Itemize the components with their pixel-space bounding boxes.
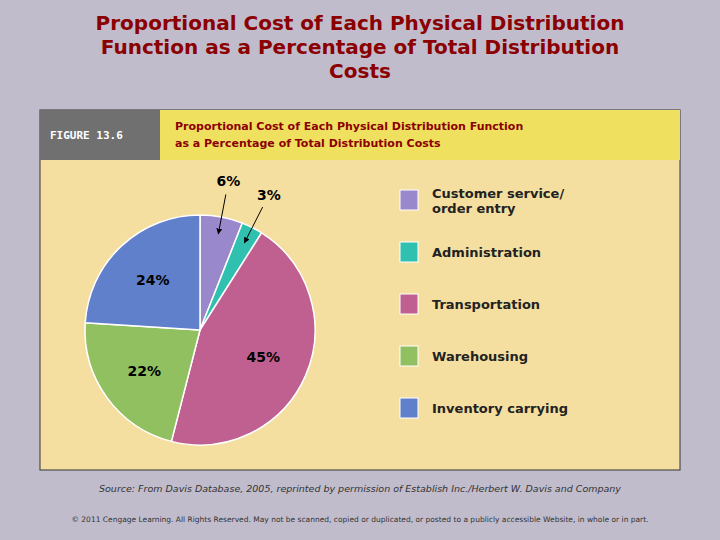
leader-line — [218, 194, 226, 234]
pie-labels: 6% 3% 45% 22% 24% — [127, 173, 280, 379]
chart: Proportional Cost of Each Physical Distr… — [0, 0, 720, 540]
figure-label: FIGURE 13.6 — [50, 129, 123, 142]
legend-swatch — [400, 346, 418, 366]
panel — [40, 110, 680, 470]
legend-label: Warehousing — [432, 349, 528, 364]
legend-label: Inventory carrying — [432, 401, 568, 416]
legend-swatch — [400, 242, 418, 262]
slice — [85, 215, 200, 330]
data-label: 6% — [217, 173, 241, 189]
legend-swatch — [400, 294, 418, 314]
title: Proportional Cost of Each Physical Distr… — [96, 11, 625, 83]
legend-swatch — [400, 190, 418, 210]
source: Source: From Davis Database, 2005, repri… — [99, 483, 621, 494]
legend-swatch — [400, 398, 418, 418]
background — [0, 0, 720, 540]
subtitle: Proportional Cost of Each Physical Distr… — [175, 120, 523, 133]
data-label: 45% — [247, 349, 281, 365]
header-band — [40, 110, 680, 160]
data-label: 24% — [136, 272, 170, 288]
legend-label: Transportation — [432, 297, 540, 312]
slice — [85, 323, 200, 442]
legend: Customer service/order entry Administrati… — [400, 186, 568, 418]
data-label: 3% — [257, 187, 281, 203]
data-label: 22% — [127, 363, 161, 379]
legend-label: Customer service/order entry — [432, 186, 564, 216]
pie — [85, 215, 315, 445]
copyright: © 2011 Cengage Learning. All Rights Rese… — [71, 515, 648, 524]
label-box — [40, 110, 160, 160]
subtitle: as a Percentage of Total Distribution Co… — [175, 137, 441, 150]
leader-line — [244, 207, 262, 243]
legend-label: Administration — [432, 245, 541, 260]
